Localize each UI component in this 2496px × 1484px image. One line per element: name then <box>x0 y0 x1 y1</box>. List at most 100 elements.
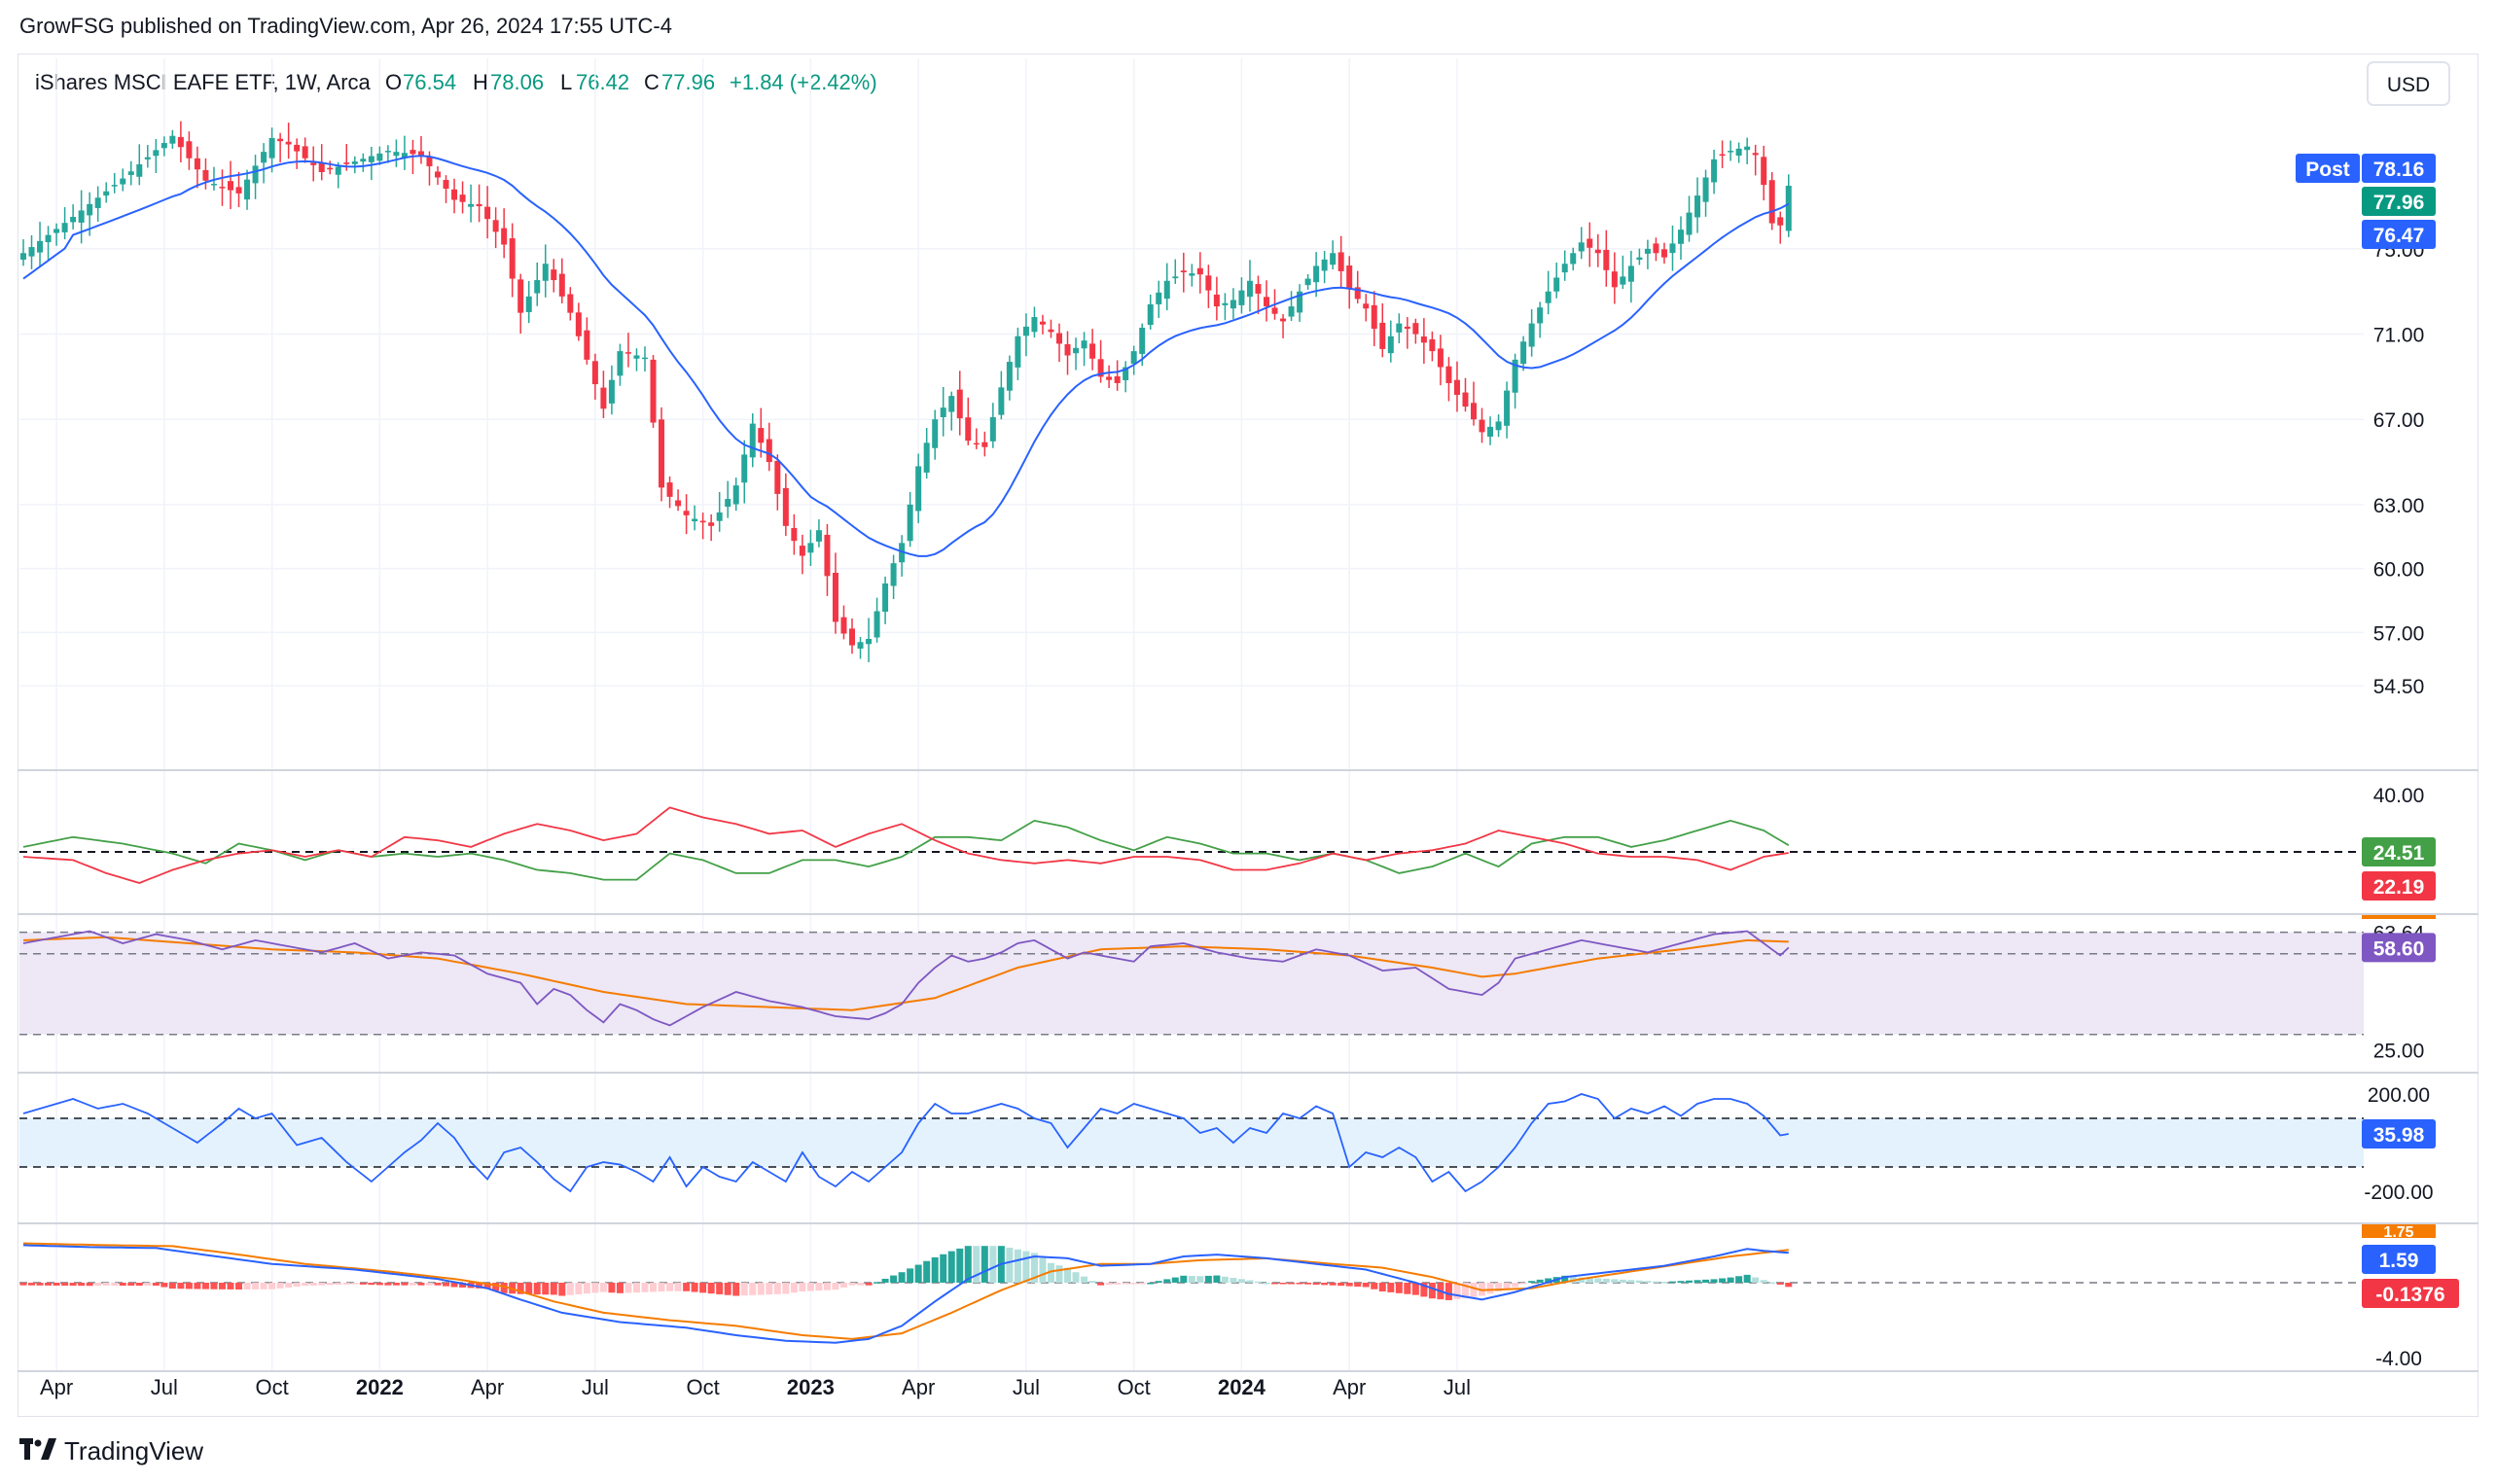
candle-body <box>849 628 855 646</box>
rsi-tick-label: 25.00 <box>2373 1040 2425 1062</box>
legend-close-value: 77.96 <box>661 70 715 94</box>
macd-pane[interactable] <box>19 1242 2364 1344</box>
macd-histogram-bar <box>1204 1275 1212 1283</box>
macd-histogram-bar <box>1246 1280 1254 1283</box>
currency-button[interactable]: USD <box>2367 61 2450 106</box>
macd-histogram-bar <box>1147 1283 1155 1285</box>
rsi-band <box>19 932 2364 1035</box>
macd-histogram-bar <box>1512 1283 1519 1288</box>
macd-histogram-bar <box>500 1283 508 1293</box>
candle-body <box>1512 359 1518 393</box>
dmi-tick-label: 40.00 <box>2373 785 2425 807</box>
candle-body <box>799 546 805 556</box>
macd-histogram-bar <box>666 1283 674 1291</box>
candle-body <box>866 638 873 645</box>
candle-body <box>335 166 341 175</box>
price-pane[interactable] <box>20 121 1792 662</box>
candle-body <box>1553 277 1560 292</box>
candle-body <box>160 143 167 149</box>
post-tag-label: Post <box>2305 159 2350 181</box>
macd-histogram-bar <box>566 1283 574 1295</box>
macd-histogram-bar <box>160 1283 168 1288</box>
macd-histogram-bar <box>1072 1272 1080 1283</box>
candle-body <box>998 387 1005 415</box>
candle-body <box>393 152 400 157</box>
macd-histogram-bar <box>201 1283 209 1290</box>
candle-body <box>1561 264 1568 273</box>
macd-histogram-bar <box>956 1248 964 1283</box>
macd-histogram-bar <box>86 1283 93 1287</box>
candle-body <box>1578 242 1585 252</box>
macd-histogram-bar <box>973 1246 981 1283</box>
candle-body <box>882 583 889 612</box>
candle-body <box>1620 276 1626 285</box>
candle-body <box>708 522 715 526</box>
macd-histogram-bar <box>476 1283 483 1289</box>
candle-body <box>1761 157 1767 186</box>
rsi-pane[interactable] <box>19 930 2364 1036</box>
candle-body <box>1139 327 1146 354</box>
candle-body <box>1304 278 1311 286</box>
candle-body <box>476 203 482 207</box>
macd-histogram-bar <box>641 1283 649 1292</box>
legend-high-value: 78.06 <box>490 70 544 94</box>
candle-body <box>824 534 831 577</box>
price-axis[interactable]: 75.0071.0067.0063.0060.0057.0054.5040.00… <box>2364 239 2433 1370</box>
macd-histogram-bar <box>790 1283 798 1293</box>
macd-histogram-bar <box>832 1283 839 1290</box>
macd-histogram-bar <box>28 1283 36 1286</box>
candle-body <box>127 171 134 175</box>
macd-histogram-bar <box>1188 1276 1195 1283</box>
legend-change: +1.84 (+2.42%) <box>730 70 877 94</box>
candle-body <box>1337 252 1344 271</box>
candle-body <box>1479 419 1485 433</box>
macd-histogram-bar <box>1163 1279 1171 1283</box>
macd-histogram-bar <box>1428 1283 1436 1299</box>
macd-histogram-bar <box>525 1283 533 1294</box>
candle-body <box>235 187 242 194</box>
macd-histogram-bar <box>773 1283 781 1294</box>
macd-histogram-bar <box>69 1283 77 1287</box>
macd-histogram-bar <box>1461 1283 1469 1298</box>
candle-body <box>1089 343 1096 359</box>
cci-pane[interactable] <box>19 1093 2364 1193</box>
candle-body <box>1073 347 1080 354</box>
candle-body <box>989 417 996 442</box>
chart-canvas[interactable]: iShares MSCI EAFE ETF, 1W, Arca O 76.54 … <box>0 0 2496 1430</box>
dmi-pane[interactable] <box>19 806 2364 884</box>
legend-high-label: H <box>473 70 488 94</box>
close-price-tag: 77.96 <box>2373 192 2425 214</box>
time-axis[interactable]: Apr Jul Oct 2022 Apr Jul Oct 2023 Apr Jul Oct 2024 A… <box>40 1375 1471 1399</box>
price-tick-label: 57.00 <box>2373 622 2425 645</box>
post-price-tag-bg <box>2362 154 2436 183</box>
macd-histogram-bar <box>119 1283 126 1287</box>
minus-di-line <box>22 806 1789 884</box>
macd-histogram-bar <box>1387 1283 1395 1292</box>
candle-body <box>1330 253 1337 265</box>
candle-body <box>136 163 143 177</box>
candle-body <box>443 180 449 189</box>
candle-body <box>1213 294 1220 307</box>
macd-histogram-bar <box>799 1283 806 1291</box>
macd-histogram-bar <box>1727 1277 1734 1283</box>
candle-body <box>144 157 151 159</box>
candle-body <box>210 184 217 186</box>
macd-histogram-bar <box>1444 1283 1452 1300</box>
candle-body <box>61 223 68 232</box>
candle-body <box>1222 302 1229 305</box>
time-tick-label: 2024 <box>1218 1375 1266 1399</box>
macd-histogram-bar <box>517 1283 524 1294</box>
candle-body <box>1420 336 1427 343</box>
macd-histogram-bar <box>401 1283 409 1286</box>
candle-body <box>1462 392 1469 407</box>
macd-histogram-bar <box>384 1283 392 1286</box>
candle-body <box>1147 303 1154 326</box>
candle-body <box>1728 151 1734 153</box>
candle-body <box>692 518 698 522</box>
candle-body <box>410 150 416 155</box>
macd-histogram-bar <box>1337 1283 1345 1287</box>
macd-histogram-bar <box>1743 1274 1751 1283</box>
macd-histogram-bar <box>177 1283 185 1290</box>
legend-close-label: C <box>644 70 660 94</box>
candle-body <box>451 189 458 200</box>
